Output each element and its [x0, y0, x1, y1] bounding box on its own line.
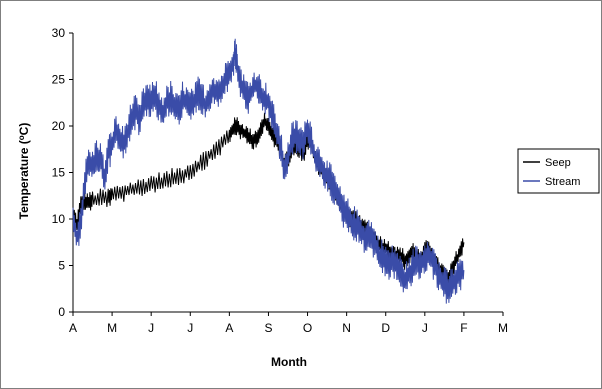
- y-tick-label: 5: [58, 259, 65, 273]
- legend-label-seep: Seep: [545, 157, 571, 169]
- x-tick-label: J: [187, 321, 193, 335]
- y-tick-label: 30: [52, 26, 66, 40]
- x-tick-label: O: [303, 321, 312, 335]
- y-axis-title: Temperature (oC): [17, 123, 32, 220]
- y-tick-label: 10: [52, 212, 66, 226]
- legend-box: [517, 148, 600, 194]
- x-tick-label: A: [225, 321, 233, 335]
- x-tick-label: J: [148, 321, 154, 335]
- x-tick-label: F: [460, 321, 467, 335]
- x-tick-label: D: [381, 321, 390, 335]
- legend-label-stream: Stream: [545, 176, 580, 188]
- x-tick-label: A: [69, 321, 77, 335]
- series-line-stream: [72, 38, 465, 304]
- y-ticks: 0 5 10 15 20 25 30: [52, 26, 73, 319]
- legend: Seep Stream: [517, 148, 600, 194]
- series-line-seep: [72, 112, 465, 286]
- x-tick-label: M: [498, 321, 508, 335]
- series-layer: [72, 38, 465, 304]
- y-tick-label: 20: [52, 119, 66, 133]
- x-tick-label: S: [264, 321, 272, 335]
- x-tick-label: N: [342, 321, 351, 335]
- y-tick-label: 25: [52, 73, 66, 87]
- y-tick-label: 0: [58, 305, 65, 319]
- x-tick-label: M: [107, 321, 117, 335]
- x-axis-title: Month: [271, 355, 307, 369]
- y-tick-label: 15: [52, 166, 66, 180]
- x-tick-label: J: [422, 321, 428, 335]
